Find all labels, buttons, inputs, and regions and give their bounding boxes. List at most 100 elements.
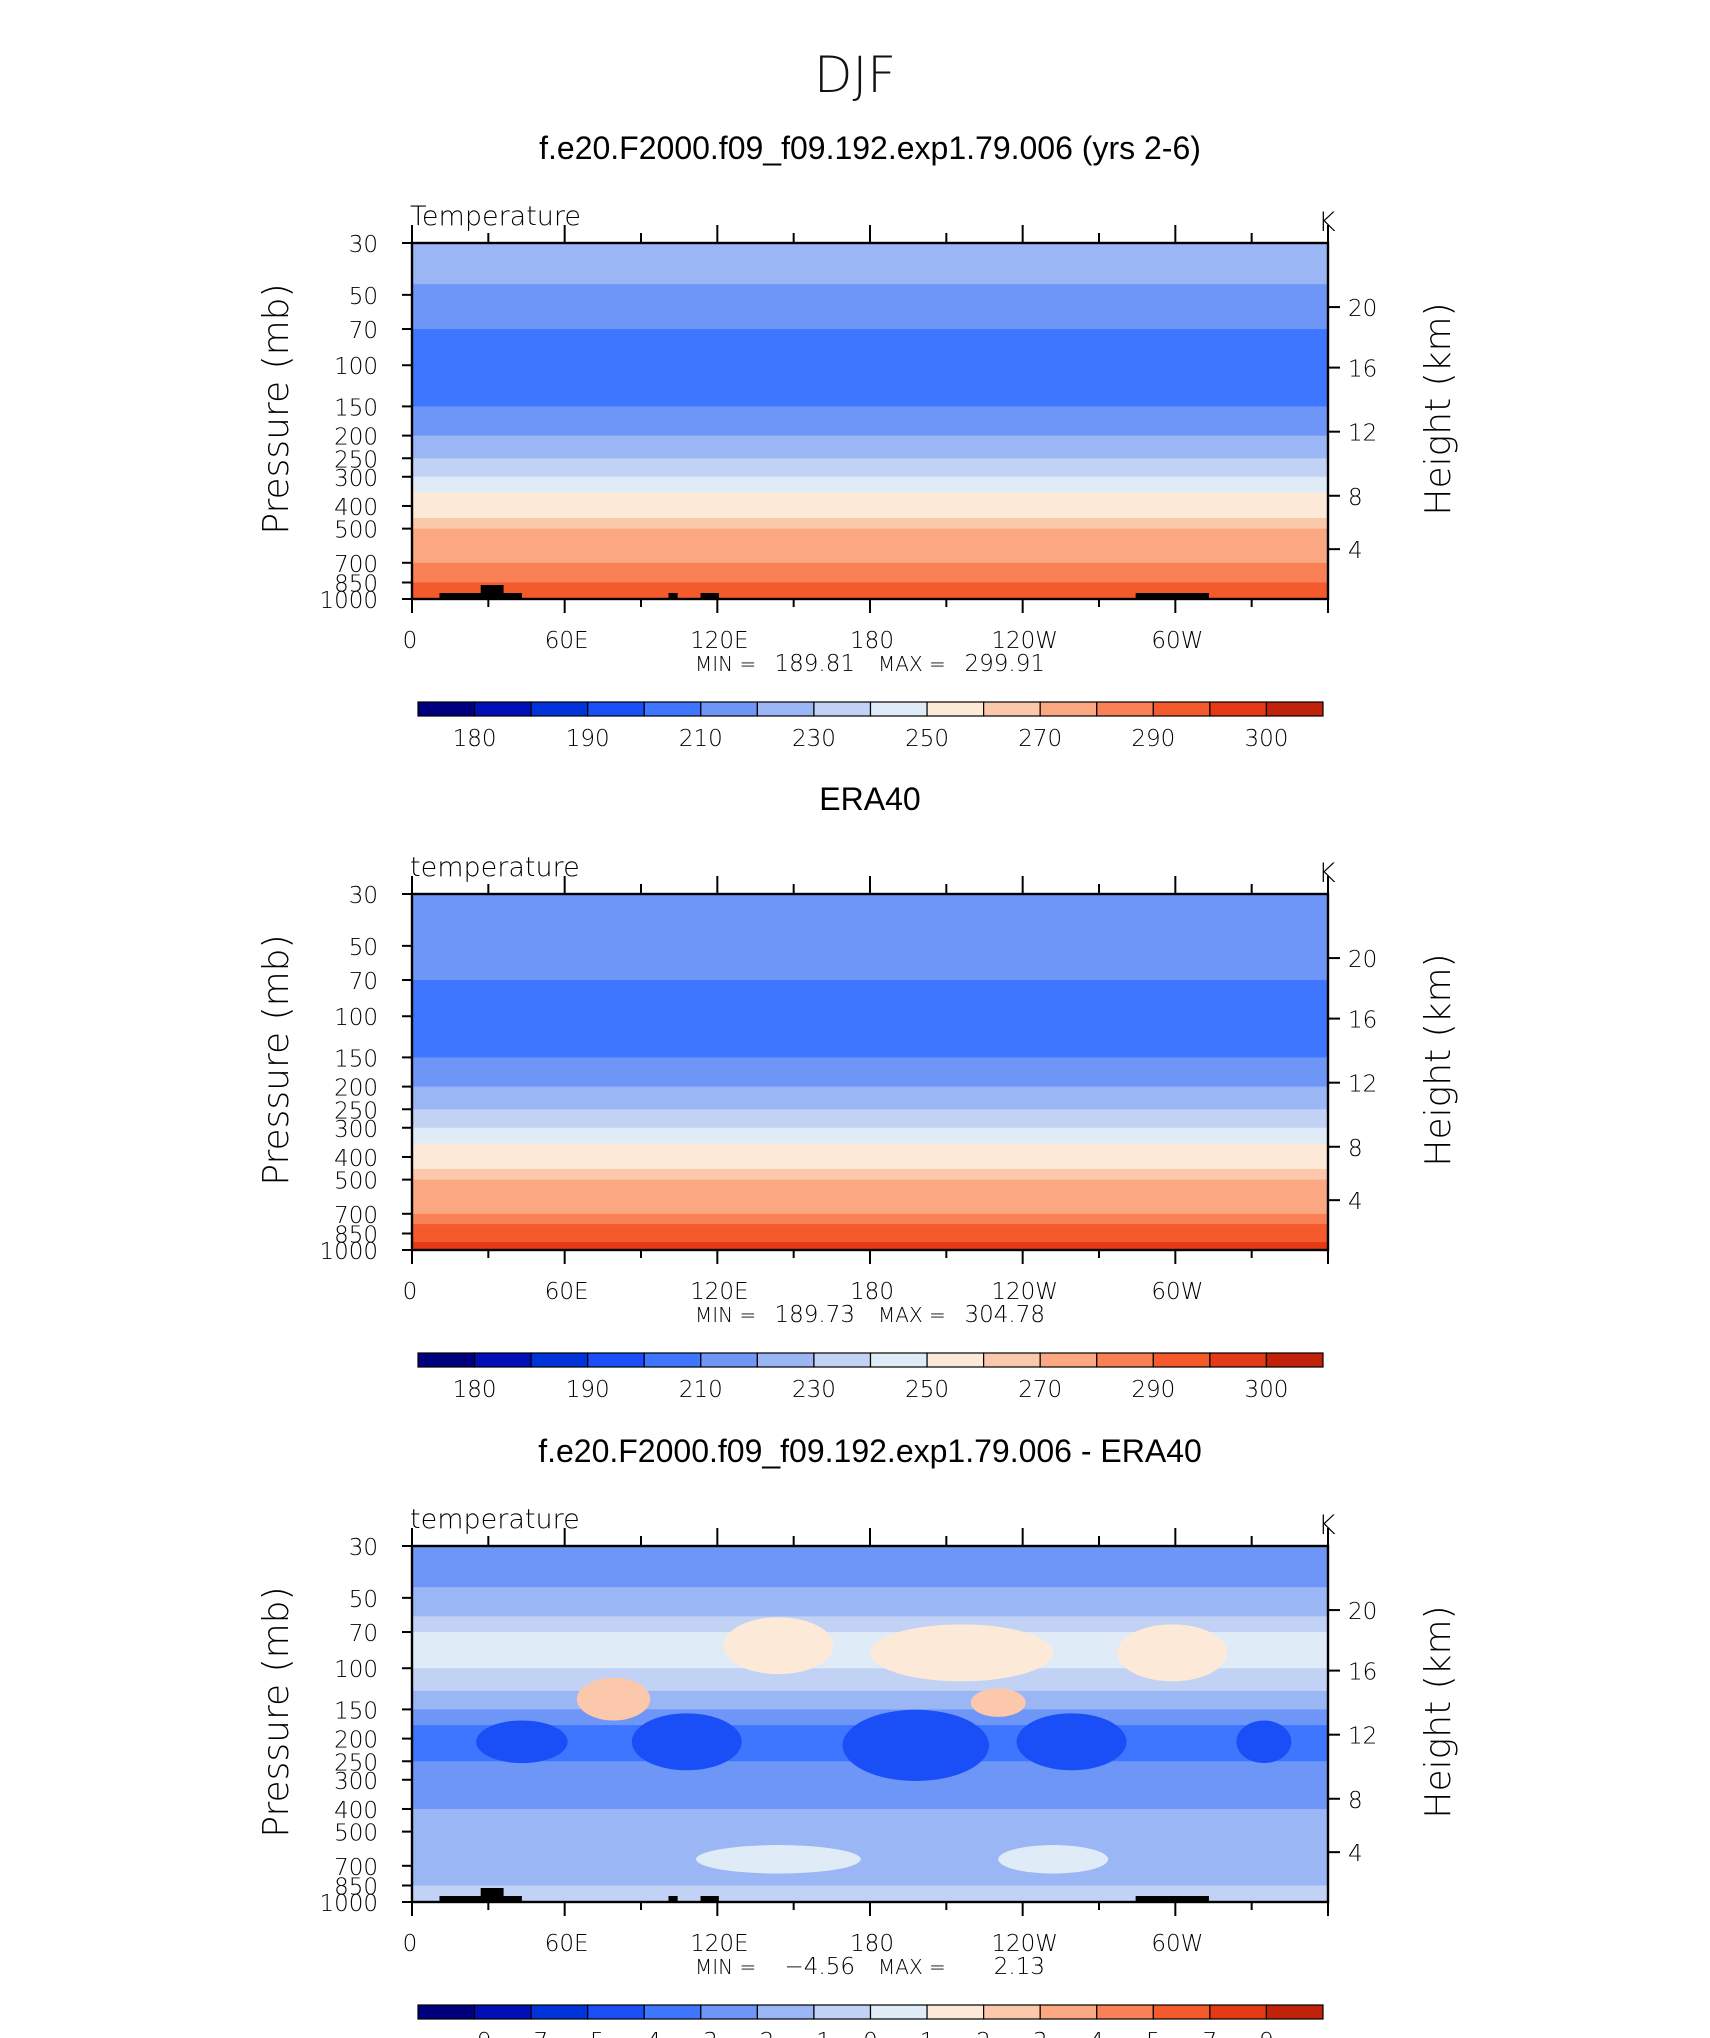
y-tick-label: 300: [334, 1769, 378, 1795]
y-tick-label: 300: [334, 1117, 378, 1143]
stat-min-value: −4.56: [785, 1954, 855, 1980]
y-tick-label: 700: [334, 1203, 378, 1229]
contour-band: [412, 348, 1328, 366]
contour-band: [412, 1690, 1328, 1710]
units-label: K: [1318, 207, 1336, 238]
y2-tick-label: 16: [1348, 1660, 1377, 1686]
colorbar-label: 290: [1131, 726, 1175, 752]
colorbar-label: 230: [792, 1377, 836, 1403]
colorbar-box: [813, 701, 872, 717]
y2-tick-label: 8: [1348, 1136, 1363, 1162]
colorbar: −9 −7 −5 −4 −3 −2 −1 0 1 2 3 4 5 7 9: [417, 2004, 1324, 2038]
y-tick-label: 100: [334, 1657, 378, 1683]
y-tick-label: 500: [334, 1821, 378, 1847]
contour-band: [412, 517, 1328, 530]
contour-band: [412, 1127, 1328, 1145]
y-tick-label: 70: [349, 1621, 378, 1647]
contour-band: [412, 1224, 1328, 1235]
y2-tick-label: 4: [1348, 1189, 1363, 1215]
stat-min-value: 189.81: [775, 651, 855, 677]
contour-band: [412, 329, 1328, 350]
contour-feature: [723, 1617, 834, 1675]
variable-label: Temperature: [410, 201, 581, 232]
contour-band: [412, 999, 1328, 1017]
contour-band: [412, 476, 1328, 494]
contour-feature: [842, 1709, 990, 1781]
colorbar-box: [417, 2004, 476, 2020]
y-tick-label: 50: [349, 284, 378, 310]
contour-bands: [412, 243, 1328, 600]
y-tick-label: 300: [334, 466, 378, 492]
colorbar-label: 250: [905, 1377, 949, 1403]
colorbar-label: 250: [905, 726, 949, 752]
colorbar-box: [1265, 2004, 1324, 2020]
colorbar-box: [1209, 701, 1268, 717]
variable-label: temperature: [410, 852, 580, 883]
colorbar-box: [1039, 1352, 1098, 1368]
terrain-block: [480, 1888, 504, 1902]
colorbar-label: −7: [514, 2029, 548, 2038]
contour-band: [412, 1616, 1328, 1633]
contour-band: [412, 458, 1328, 469]
y2-tick-label: 16: [1348, 1008, 1377, 1034]
terrain-block: [480, 585, 504, 599]
terrain-block: [668, 593, 678, 599]
x-tick-label: 120E: [690, 1931, 748, 1957]
colorbar-label: 210: [679, 1377, 723, 1403]
contour-feature: [998, 1845, 1109, 1874]
colorbar-label: −4: [627, 2029, 661, 2038]
contour-band: [412, 582, 1328, 592]
x-tick-label: 60W: [1151, 1279, 1203, 1305]
colorbar-box: [587, 2004, 645, 2020]
colorbar-box: [1265, 1352, 1324, 1368]
colorbar-box: [1096, 2004, 1154, 2020]
terrain-block: [1135, 1896, 1209, 1902]
contour-feature: [576, 1677, 651, 1721]
y-tick-label: 150: [334, 395, 378, 421]
y-tick-label: 1000: [319, 588, 378, 614]
contour-band: [412, 1179, 1328, 1199]
y2-tick-label: 8: [1348, 485, 1363, 511]
x-tick-label: 180: [850, 1279, 894, 1305]
y-axis-label: Pressure (mb): [256, 934, 297, 1185]
contour-band: [412, 1894, 1328, 1903]
panel-title: ERA40: [819, 781, 920, 817]
contour-band: [412, 284, 1328, 314]
y2-tick-label: 20: [1348, 1599, 1377, 1625]
contour-band: [412, 1073, 1328, 1088]
contour-band: [412, 1795, 1328, 1810]
contour-band: [412, 1831, 1328, 1851]
colorbar-label: −1: [797, 2029, 831, 2038]
colorbar-box: [983, 2004, 1041, 2020]
panel-title: f.e20.F2000.f09_f09.192.exp1.79.006 - ER…: [538, 1433, 1202, 1469]
colorbar-label: 180: [453, 726, 497, 752]
colorbar-box: [530, 2004, 589, 2020]
contour-band: [412, 1233, 1328, 1243]
x-tick-label: 120E: [690, 628, 748, 654]
y-axis-label: Pressure (mb): [256, 1586, 297, 1837]
colorbar-box: [926, 2004, 985, 2020]
contour-feature: [1117, 1624, 1228, 1682]
contour-feature: [695, 1845, 861, 1874]
x-tick-label: 60E: [545, 1279, 589, 1305]
colorbar-box: [643, 701, 702, 717]
contour-band: [412, 562, 1328, 574]
y-tick-label: 700: [334, 1855, 378, 1881]
contour-band: [412, 1876, 1328, 1887]
colorbar-box: [417, 701, 476, 717]
contour-band: [412, 1820, 1328, 1833]
contour-band: [412, 447, 1328, 459]
y-tick-label: 400: [334, 1798, 378, 1824]
colorbar: 180 190 210 230 250 270 290 300: [417, 1352, 1324, 1403]
contour-band: [412, 1770, 1328, 1781]
y-tick-label: 250: [334, 1750, 378, 1776]
y-tick-label: 150: [334, 1046, 378, 1072]
terrain-block: [1135, 593, 1209, 599]
stat-min-value: 189.73: [775, 1302, 855, 1328]
contour-band: [412, 980, 1328, 1001]
contour-band: [412, 406, 1328, 423]
stat-max-label: MAX =: [878, 1303, 946, 1327]
stat-max-label: MAX =: [878, 652, 946, 676]
colorbar-box: [700, 1352, 758, 1368]
